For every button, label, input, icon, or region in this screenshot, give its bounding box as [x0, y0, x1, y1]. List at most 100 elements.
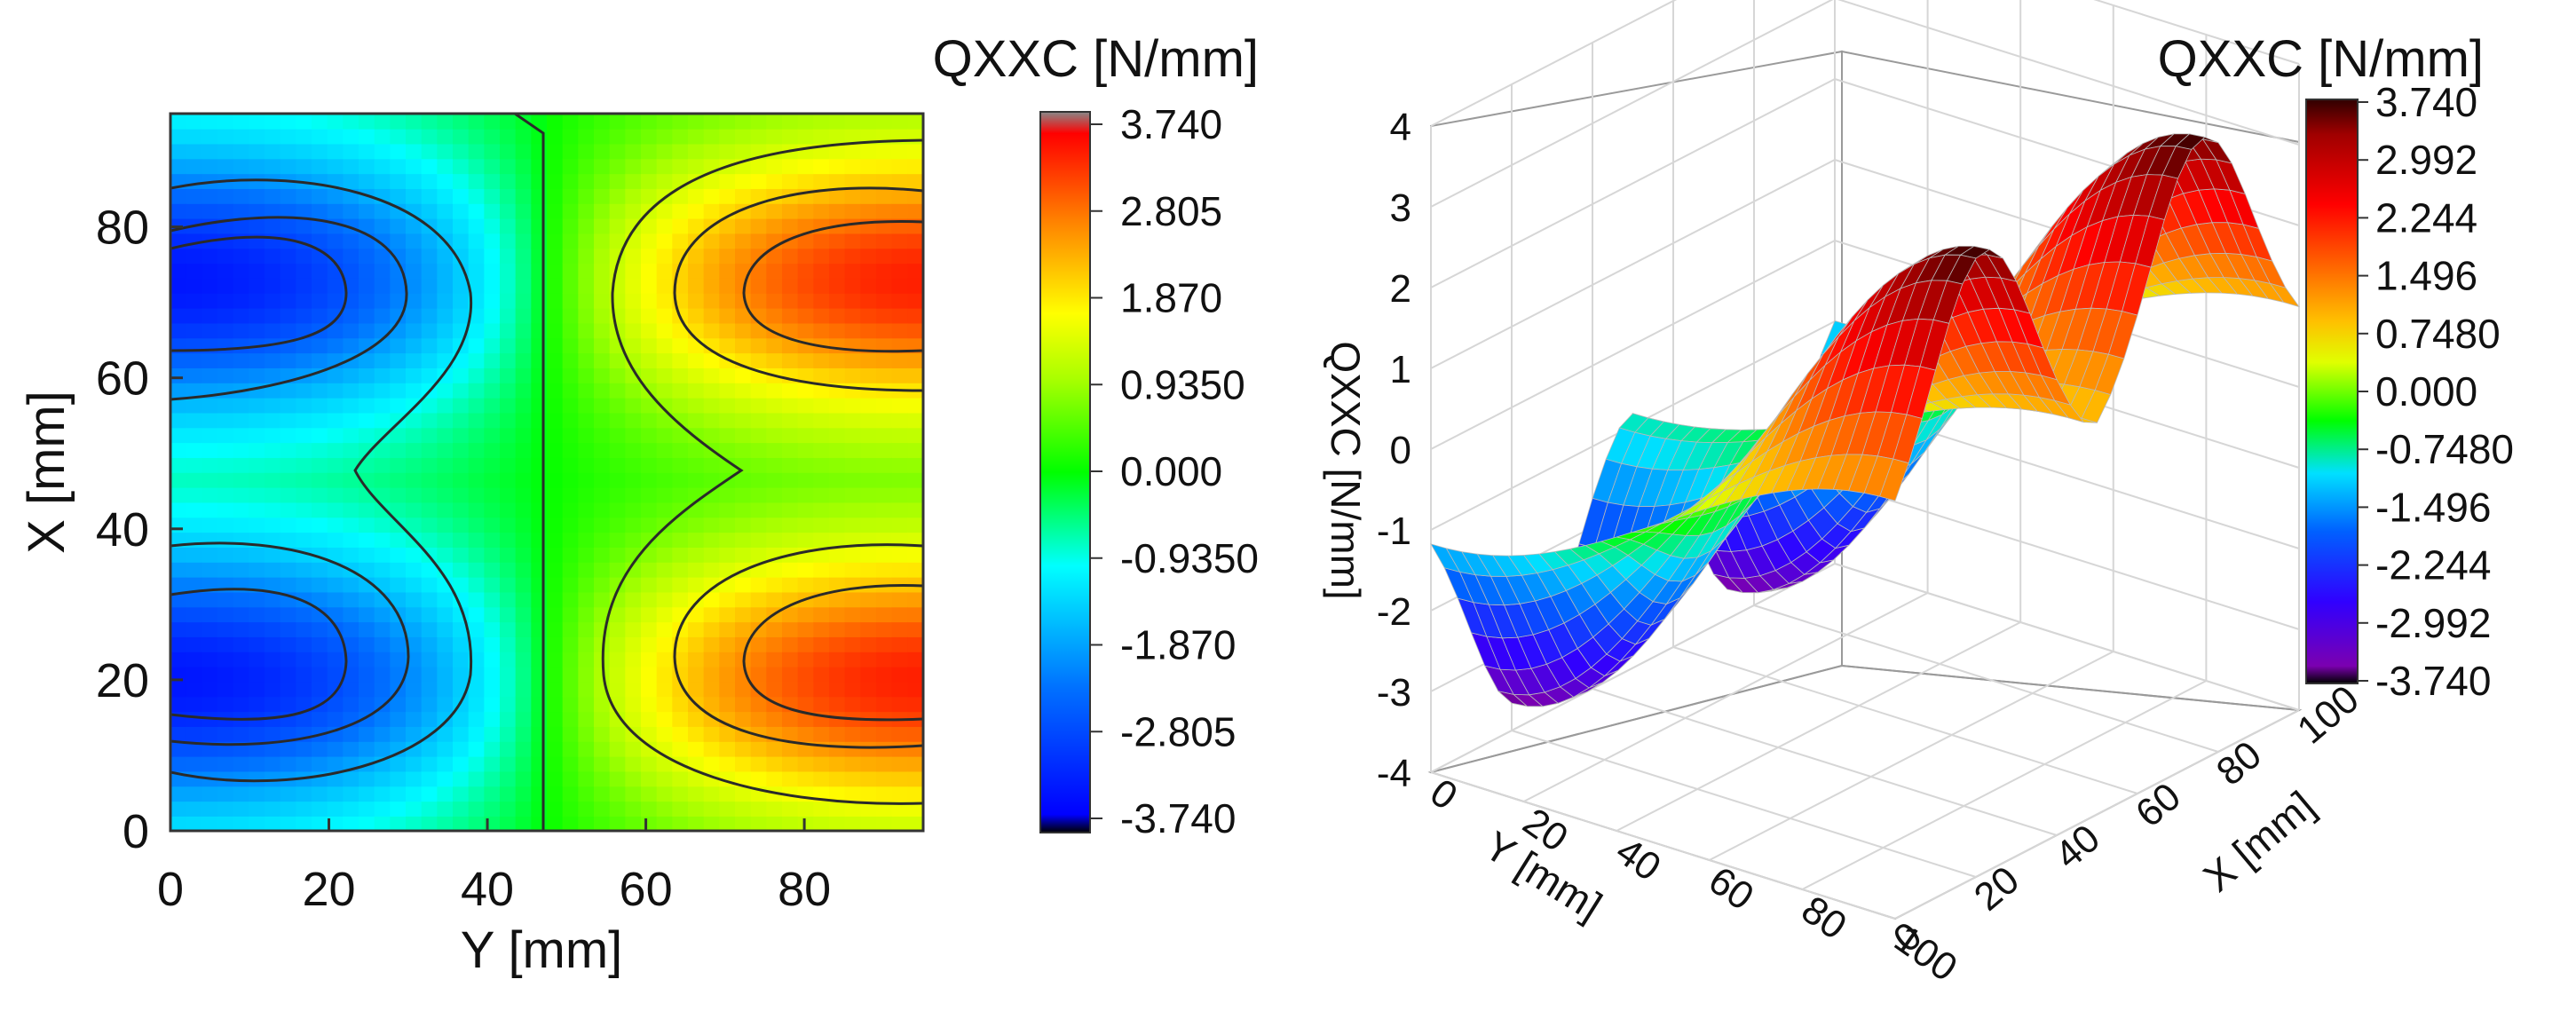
contour-cell [782, 322, 799, 339]
contour-cell [296, 532, 312, 548]
contour-cell [625, 502, 642, 518]
contour-cell [468, 770, 486, 787]
contour-cell [735, 173, 752, 189]
contour-cell [609, 233, 627, 249]
contour-cell [860, 263, 877, 279]
contour-cell [217, 278, 234, 294]
contour-cell [217, 367, 234, 383]
contour-cell [327, 367, 344, 383]
contour-cell [468, 652, 486, 667]
contour-cell [359, 427, 375, 444]
contour-cell [891, 666, 909, 683]
colorbar-1-tick-label: 0.000 [1120, 448, 1222, 494]
contour-cell [907, 502, 923, 518]
contour-cell [233, 652, 250, 667]
contour-cell [688, 786, 705, 802]
contour-cell [484, 278, 501, 294]
contour-cell [782, 248, 799, 265]
contour-cell [735, 547, 752, 563]
contour-cell [170, 741, 187, 757]
contour-cell [327, 114, 344, 130]
contour-cell [406, 263, 423, 279]
contour-cell [656, 502, 674, 518]
contour-cell [688, 472, 705, 488]
contour-cell [766, 114, 783, 130]
contour-cell [390, 337, 407, 354]
contour-cell [656, 786, 674, 802]
contour-cell [374, 457, 391, 473]
contour-cell [656, 427, 674, 444]
contour-cell [280, 621, 297, 637]
contour-cell [453, 786, 470, 802]
contour-cell [280, 502, 297, 518]
contour-cell [327, 696, 344, 713]
surface-x-tick-label: 80 [1794, 888, 1854, 948]
contour-cell [421, 741, 439, 757]
contour-cell [170, 517, 187, 533]
contour-cell [719, 502, 736, 518]
contour-cell [296, 666, 312, 683]
contour-cell [907, 755, 923, 772]
contour-cell [891, 606, 909, 623]
contour-cell [343, 337, 360, 354]
contour-cell [453, 173, 470, 189]
contour-x-tick-label: 40 [461, 863, 514, 916]
contour-cell [844, 143, 862, 160]
contour-y-tick-label: 80 [96, 201, 149, 255]
colorbar-1-tick-label: 1.870 [1120, 275, 1222, 321]
contour-cell [390, 652, 407, 667]
contour-cell [343, 263, 360, 279]
contour-cell [907, 486, 923, 503]
contour-cell [249, 770, 265, 787]
contour-cell [296, 486, 312, 503]
contour-cell [625, 143, 642, 160]
contour-cell [468, 591, 486, 608]
contour-cell [594, 801, 611, 817]
contour-cell [562, 696, 580, 713]
contour-cell [750, 337, 768, 354]
contour-cell [201, 502, 218, 518]
contour-cell [813, 307, 830, 324]
contour-cell [672, 696, 689, 713]
contour-cell [766, 562, 783, 578]
contour-cell [343, 816, 360, 831]
contour-cell [312, 397, 328, 414]
contour-cell [312, 606, 328, 623]
contour-cell [609, 562, 627, 578]
contour-cell [562, 652, 580, 667]
contour-cell [876, 114, 893, 130]
contour-cell [296, 741, 312, 757]
contour-cell [860, 457, 877, 473]
contour-cell [829, 770, 846, 787]
contour-cell [406, 801, 423, 817]
contour-cell [797, 203, 815, 219]
contour-cell [860, 666, 877, 683]
contour-cell [265, 652, 281, 667]
contour-cell [703, 322, 721, 339]
contour-cell [484, 442, 501, 458]
contour-cell [719, 337, 736, 354]
contour-cell [327, 412, 344, 429]
contour-cell [578, 278, 595, 294]
contour-cell [876, 367, 893, 383]
contour-cell [625, 128, 642, 145]
contour-cell [562, 383, 580, 399]
contour-cell [390, 114, 407, 130]
contour-cell [531, 816, 548, 831]
contour-cell [280, 576, 297, 593]
contour-cell [500, 576, 517, 593]
contour-cell [280, 427, 297, 444]
contour-cell [312, 666, 328, 683]
contour-cell [907, 367, 923, 383]
contour-cell [453, 726, 470, 742]
contour-cell [217, 562, 234, 578]
contour-cell [437, 666, 454, 683]
contour-cell [327, 337, 344, 354]
contour-cell [437, 786, 454, 802]
contour-cell [296, 143, 312, 160]
contour-cell [578, 158, 595, 175]
contour-cell [170, 457, 187, 473]
contour-cell [437, 427, 454, 444]
contour-cell [343, 233, 360, 249]
contour-x-tick-label: 80 [778, 863, 831, 916]
